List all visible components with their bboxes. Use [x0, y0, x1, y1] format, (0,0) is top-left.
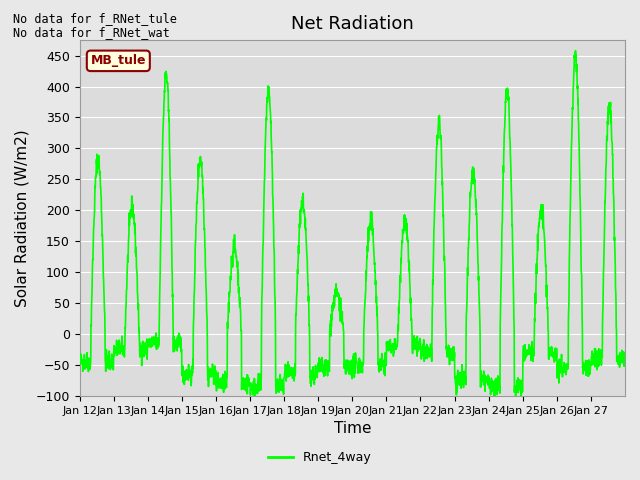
Text: No data for f_RNet_wat: No data for f_RNet_wat	[13, 26, 170, 39]
Text: No data for f_RNet_tule: No data for f_RNet_tule	[13, 12, 177, 24]
Y-axis label: Solar Radiation (W/m2): Solar Radiation (W/m2)	[15, 129, 30, 307]
X-axis label: Time: Time	[333, 421, 371, 436]
Text: MB_tule: MB_tule	[90, 54, 146, 67]
Legend: Rnet_4way: Rnet_4way	[263, 446, 377, 469]
Title: Net Radiation: Net Radiation	[291, 15, 413, 33]
